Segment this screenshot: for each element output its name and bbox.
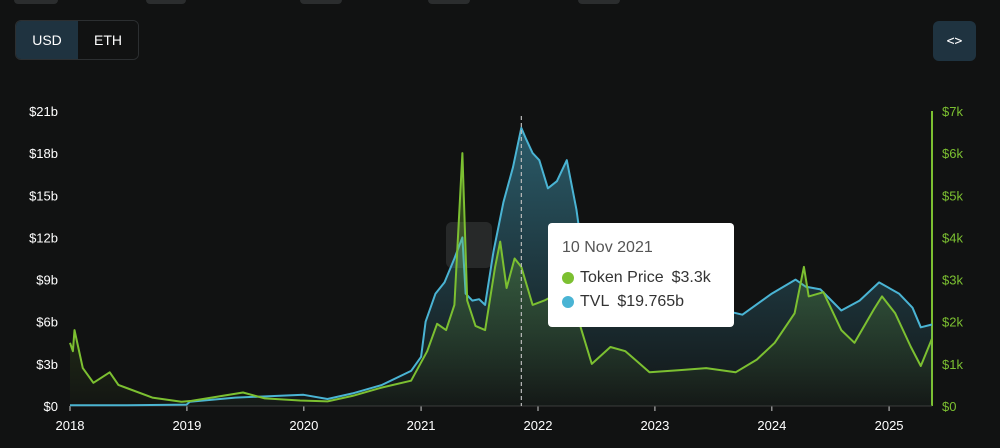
x-tick-label: 2024 [757, 418, 786, 433]
y-left-tick-label: $21b [29, 104, 58, 119]
top-control-stub[interactable] [578, 0, 620, 4]
tvl-dot-icon [562, 296, 574, 308]
y-right-tick-label: $5k [942, 188, 963, 203]
chart-tooltip: 10 Nov 2021 Token Price $3.3k TVL $19.76… [548, 223, 734, 327]
y-left-tick-label: $3b [36, 357, 58, 372]
top-control-stub[interactable] [146, 0, 186, 4]
y-right-tick-label: $4k [942, 230, 963, 245]
y-left-tick-label: $15b [29, 188, 58, 203]
top-control-stub[interactable] [14, 0, 58, 4]
embed-code-button[interactable]: <> [933, 21, 976, 61]
y-right-tick-label: $7k [942, 104, 963, 119]
x-tick-label: 2025 [875, 418, 904, 433]
y-right-tick-label: $1k [942, 357, 963, 372]
x-tick-label: 2018 [56, 418, 85, 433]
token_price-area [70, 153, 932, 406]
y-right-tick-label: $2k [942, 315, 963, 330]
currency-toggle: USD ETH [15, 20, 139, 60]
y-left-tick-label: $9b [36, 273, 58, 288]
token-price-dot-icon [562, 272, 574, 284]
y-right-tick-label: $6k [942, 146, 963, 161]
code-icon: <> [946, 33, 963, 49]
top-control-stub[interactable] [428, 0, 470, 4]
x-tick-label: 2019 [172, 418, 201, 433]
token_price-line [69, 152, 933, 403]
y-left-tick-label: $0 [44, 399, 58, 414]
y-left-tick-label: $12b [29, 230, 58, 245]
x-tick-label: 2022 [524, 418, 553, 433]
y-right-tick-label: $0 [942, 399, 956, 414]
y-left-tick-label: $6b [36, 315, 58, 330]
tooltip-tvl-value: $19.765b [617, 293, 685, 310]
tooltip-tvl-row: TVL $19.765b [562, 290, 720, 314]
usd-button[interactable]: USD [16, 21, 78, 59]
x-tick-label: 2020 [289, 418, 318, 433]
x-tick-label: 2021 [407, 418, 436, 433]
tooltip-tvl-label: TVL [580, 293, 610, 310]
tooltip-token-label: Token Price [580, 269, 664, 286]
tooltip-token-row: Token Price $3.3k [562, 266, 720, 290]
tooltip-token-value: $3.3k [671, 269, 711, 286]
y-right-tick-label: $3k [942, 273, 963, 288]
y-left-tick-label: $18b [29, 146, 58, 161]
x-tick-label: 2023 [640, 418, 669, 433]
eth-button[interactable]: ETH [78, 21, 138, 59]
tooltip-date: 10 Nov 2021 [562, 239, 653, 256]
top-control-stub[interactable] [300, 0, 342, 4]
